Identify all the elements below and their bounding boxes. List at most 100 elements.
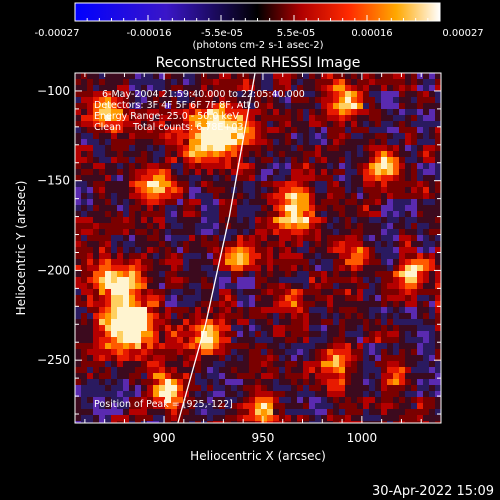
heatmap-cell xyxy=(375,247,382,254)
heatmap-cell xyxy=(189,175,196,182)
heatmap-cell xyxy=(435,307,441,314)
heatmap-cell xyxy=(141,163,148,170)
heatmap-cell xyxy=(159,295,166,302)
heatmap-cell xyxy=(381,391,388,398)
heatmap-cell xyxy=(99,307,106,314)
heatmap-cell xyxy=(339,85,346,92)
heatmap-cell xyxy=(309,91,316,98)
heatmap-cell xyxy=(411,205,418,212)
heatmap-cell xyxy=(255,193,262,200)
heatmap-cell xyxy=(111,397,118,404)
heatmap-cell xyxy=(243,205,250,212)
heatmap-cell xyxy=(429,373,436,380)
heatmap-cell xyxy=(369,361,376,368)
heatmap-cell xyxy=(177,103,184,110)
heatmap-cell xyxy=(189,253,196,260)
heatmap-cell xyxy=(387,199,394,206)
heatmap-cell xyxy=(285,391,292,398)
heatmap-cell xyxy=(387,217,394,224)
heatmap-cell xyxy=(165,145,172,152)
heatmap-cell xyxy=(159,169,166,176)
heatmap-cell xyxy=(177,313,184,320)
heatmap-cell xyxy=(291,235,298,242)
heatmap-cell xyxy=(405,421,412,423)
heatmap-cell xyxy=(249,409,256,416)
heatmap-cell xyxy=(387,241,394,248)
heatmap-cell xyxy=(429,211,436,218)
heatmap-cell xyxy=(141,205,148,212)
heatmap-cell xyxy=(249,169,256,176)
heatmap-cell xyxy=(297,97,304,104)
heatmap-cell xyxy=(321,241,328,248)
heatmap-cell xyxy=(189,391,196,398)
heatmap-cell xyxy=(153,349,160,356)
heatmap-cell xyxy=(285,289,292,296)
heatmap-cell xyxy=(183,139,190,146)
heatmap-cell xyxy=(291,223,298,230)
heatmap-cell xyxy=(117,199,124,206)
heatmap-cell xyxy=(249,385,256,392)
heatmap-cell xyxy=(369,415,376,422)
heatmap-cell xyxy=(429,331,436,338)
heatmap-cell xyxy=(183,307,190,314)
heatmap-cell xyxy=(399,319,406,326)
heatmap-cell xyxy=(423,211,430,218)
heatmap-cell xyxy=(249,361,256,368)
heatmap-cell xyxy=(189,295,196,302)
heatmap-cell xyxy=(369,163,376,170)
heatmap-cell xyxy=(399,421,406,423)
heatmap-cell xyxy=(201,301,208,308)
heatmap-cell xyxy=(105,103,112,110)
heatmap-cell xyxy=(117,127,124,134)
heatmap-cell xyxy=(81,187,88,194)
heatmap-cell xyxy=(327,379,334,386)
heatmap-cell xyxy=(393,337,400,344)
heatmap-cell xyxy=(135,121,142,128)
heatmap-cell xyxy=(213,139,220,146)
heatmap-cell xyxy=(261,331,268,338)
heatmap-cell xyxy=(159,175,166,182)
heatmap-cell xyxy=(309,397,316,404)
heatmap-cell xyxy=(381,409,388,416)
heatmap-cell xyxy=(177,259,184,266)
heatmap-cell xyxy=(189,313,196,320)
heatmap-cell xyxy=(249,421,256,423)
heatmap-cell xyxy=(195,283,202,290)
heatmap-cell xyxy=(99,115,106,122)
heatmap-cell xyxy=(411,223,418,230)
heatmap-cell xyxy=(183,217,190,224)
heatmap-cell xyxy=(123,313,130,320)
heatmap-cell xyxy=(153,175,160,182)
heatmap-cell xyxy=(123,373,130,380)
heatmap-cell xyxy=(81,91,88,98)
heatmap-cell xyxy=(261,295,268,302)
heatmap-cell xyxy=(309,271,316,278)
heatmap-cell xyxy=(87,409,94,416)
heatmap-cell xyxy=(255,181,262,188)
heatmap-cell xyxy=(87,421,94,423)
heatmap-cell xyxy=(81,217,88,224)
heatmap-cell xyxy=(183,127,190,134)
heatmap-cell xyxy=(213,217,220,224)
heatmap-cell xyxy=(81,211,88,218)
heatmap-cell xyxy=(399,139,406,146)
heatmap-cell xyxy=(435,133,441,140)
heatmap-cell xyxy=(279,79,286,86)
heatmap-cell xyxy=(111,133,118,140)
heatmap-cell xyxy=(171,169,178,176)
heatmap-cell xyxy=(333,169,340,176)
heatmap-cell xyxy=(381,361,388,368)
heatmap-cell xyxy=(327,295,334,302)
heatmap-cell xyxy=(405,181,412,188)
heatmap-cell xyxy=(273,73,280,80)
heatmap-cell xyxy=(117,205,124,212)
heatmap-cell xyxy=(237,289,244,296)
heatmap-cell xyxy=(297,85,304,92)
heatmap-cell xyxy=(267,91,274,98)
heatmap-cell xyxy=(357,109,364,116)
heatmap-cell xyxy=(435,331,441,338)
heatmap-cell xyxy=(303,277,310,284)
heatmap-cell xyxy=(207,85,214,92)
heatmap-cell xyxy=(153,109,160,116)
heatmap-cell xyxy=(123,361,130,368)
